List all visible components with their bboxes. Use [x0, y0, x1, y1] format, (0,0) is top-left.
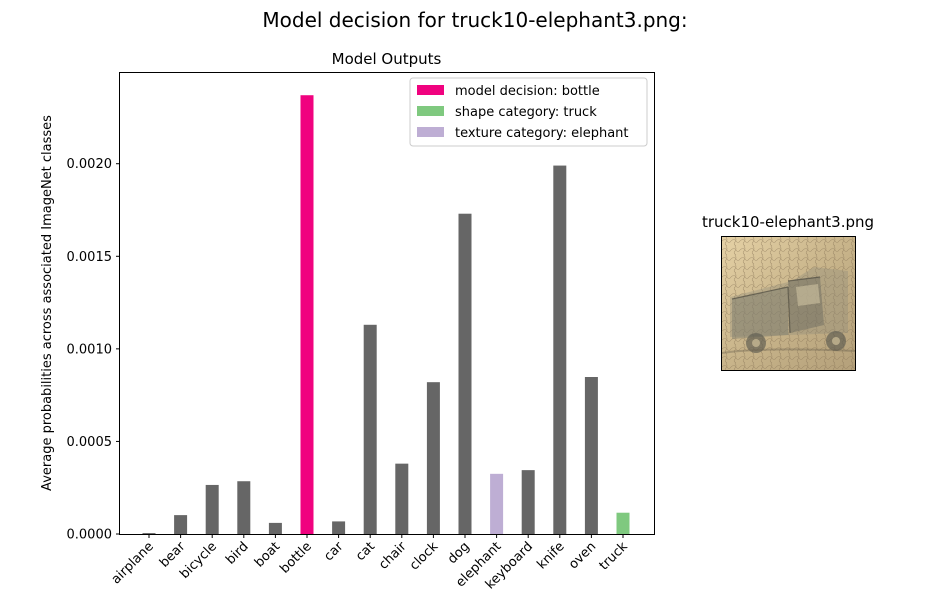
- y-axis-label: Average probabilities across associated …: [40, 115, 55, 491]
- legend-swatch-decision: [417, 85, 444, 95]
- legend-label-texture: texture category: elephant: [455, 126, 629, 141]
- x-tick-label: bottle: [277, 539, 314, 576]
- x-tick-label: car: [321, 539, 347, 565]
- figure-title: Model decision for truck10-elephant3.png…: [262, 8, 688, 32]
- y-tick-label: 0.0020: [67, 157, 113, 172]
- bar-truck: [616, 512, 630, 534]
- image-title: truck10-elephant3.png: [701, 213, 875, 231]
- x-tick-label: airplane: [109, 539, 157, 587]
- y-tick-label: 0.0000: [67, 528, 113, 543]
- legend-label-decision: model decision: bottle: [455, 84, 600, 99]
- legend-label-shape: shape category: truck: [455, 105, 597, 120]
- bar-boat: [268, 522, 282, 534]
- legend: model decision: bottle shape category: tr…: [409, 77, 648, 147]
- x-tick-label: dog: [445, 539, 473, 567]
- bar-car: [332, 521, 346, 534]
- bar-keyboard: [521, 470, 535, 534]
- x-tick-label: oven: [566, 539, 599, 572]
- bar-bird: [237, 481, 251, 534]
- bar-clock: [426, 382, 440, 534]
- plot-frame: [119, 72, 655, 535]
- x-tick-label: truck: [597, 539, 632, 574]
- bar-elephant: [490, 473, 504, 534]
- bar-knife: [553, 165, 567, 534]
- bar-chair: [395, 463, 409, 534]
- chart-title: Model Outputs: [332, 50, 442, 68]
- x-tick-label: bird: [223, 539, 251, 567]
- bar-bicycle: [205, 484, 219, 534]
- bar-airplane: [142, 533, 156, 534]
- legend-swatch-shape: [417, 106, 444, 116]
- y-axis: 0.0000 0.0005 0.0010 0.0015 0.0020: [67, 157, 120, 543]
- bar-dog: [458, 213, 472, 534]
- bars: [142, 95, 630, 534]
- x-tick-label: knife: [534, 539, 567, 572]
- y-tick-label: 0.0010: [67, 342, 113, 357]
- bar-bear: [174, 515, 188, 534]
- x-tick-label: cat: [353, 539, 378, 564]
- y-tick-label: 0.0015: [67, 250, 113, 265]
- bar-bottle: [300, 95, 314, 534]
- x-tick-label: clock: [407, 539, 442, 574]
- stimulus-image: [721, 236, 856, 371]
- bar-cat: [363, 324, 377, 534]
- x-tick-label: chair: [376, 539, 410, 573]
- legend-frame: [409, 77, 648, 147]
- legend-swatch-texture: [417, 127, 444, 137]
- bar-oven: [584, 377, 598, 534]
- y-tick-label: 0.0005: [67, 435, 113, 450]
